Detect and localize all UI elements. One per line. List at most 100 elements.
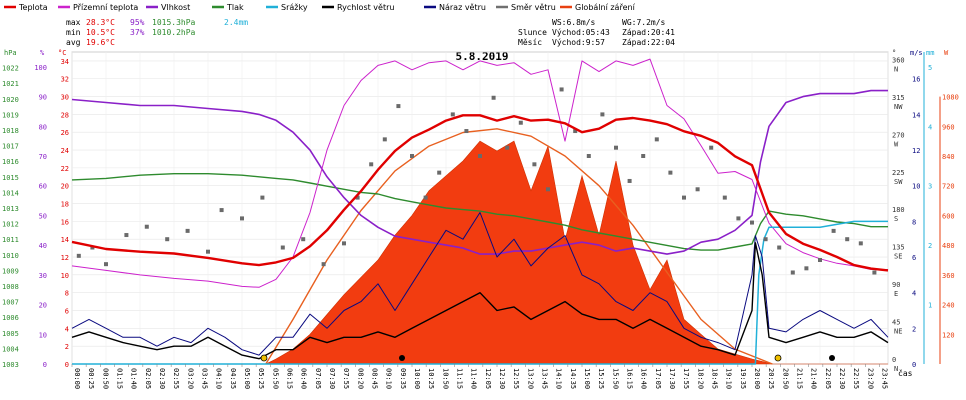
sun-label: Slunce: [518, 28, 547, 37]
moonrise-marker: [399, 355, 405, 361]
wind-dir-point: [464, 129, 469, 134]
x-tick-label: 12:05: [484, 368, 492, 389]
axis-hpa-label: hPa: [4, 49, 17, 57]
stat-max-temp: 28.3°C: [86, 18, 115, 27]
wind-dir-point: [586, 154, 591, 158]
tick-temp: 20: [61, 183, 69, 191]
tick-temp: 8: [65, 290, 69, 298]
x-tick-label: 02:30: [158, 368, 166, 389]
wind-dir-point: [682, 195, 686, 200]
legend-label-2: Vlhkost: [161, 3, 190, 12]
tick-hpa: 1016: [2, 158, 19, 166]
moon-set: Západ:22:04: [622, 38, 675, 47]
tick-ms: 2: [912, 325, 916, 333]
tick-mm: 2: [928, 242, 932, 250]
temperature-line: [71, 114, 889, 272]
x-tick-label: 15:25: [597, 368, 605, 389]
wind-dir-point: [280, 245, 285, 250]
wind-dir-point: [573, 129, 578, 134]
tick-dir-name: SW: [894, 178, 903, 186]
tick-hpa: 1014: [2, 189, 19, 197]
tick-temp: 12: [61, 254, 69, 262]
x-tick-label: 17:05: [654, 368, 662, 389]
stat-min-hum: 37%: [130, 28, 145, 37]
wind-dir-point: [763, 237, 768, 242]
tick-dir: 315: [892, 94, 905, 102]
x-tick-label: 10:00: [413, 368, 421, 389]
x-tick-label: 15:50: [611, 368, 619, 389]
plot-area: [71, 58, 889, 365]
x-tick-label: 12:55: [512, 368, 520, 389]
legend-label-8: Globální záření: [575, 3, 636, 12]
x-tick-label: 01:15: [116, 368, 124, 389]
tick-ms: 14: [912, 111, 920, 119]
stat-avg-label: avg: [66, 38, 81, 47]
wind-dir-point: [260, 195, 265, 200]
legend-label-0: Teplota: [18, 3, 48, 12]
tick-pct: 40: [39, 242, 47, 250]
tick-ms: 16: [912, 76, 920, 84]
x-tick-label: 07:55: [342, 368, 350, 389]
tick-dir-name: N: [894, 365, 898, 373]
tick-wm2: 840: [942, 153, 955, 161]
tick-dir: 225: [892, 169, 905, 177]
chart-title: 5.8.2019: [456, 50, 509, 63]
wind-dir-point: [219, 208, 224, 213]
legend-label-1: Přízemní teplota: [73, 3, 138, 12]
tick-dir-name: NW: [894, 103, 903, 111]
stat-min-temp: 10.5°C: [86, 28, 115, 37]
moon-rise: Východ:9:57: [552, 38, 605, 47]
x-tick-label: 01:40: [130, 368, 138, 389]
x-tick-label: 03:20: [186, 368, 194, 389]
x-tick-label: 13:20: [526, 368, 534, 389]
wind-dir-point: [695, 187, 700, 192]
x-tick-label: 19:10: [725, 368, 733, 389]
x-tick-label: 22:05: [824, 368, 832, 389]
wind-dir-point: [777, 245, 782, 250]
x-tick-label: 05:50: [271, 368, 279, 389]
tick-pct: 0: [43, 361, 47, 369]
tick-mm: 1: [928, 302, 932, 310]
x-tick-label: 06:40: [300, 368, 308, 389]
wind-dir-point: [144, 224, 149, 229]
tick-temp: 6: [65, 308, 69, 316]
wind-gust-line: [71, 212, 889, 356]
ground-temp-line: [71, 58, 888, 288]
tick-pct: 30: [39, 272, 47, 280]
tick-dir: 360: [892, 56, 905, 64]
tick-hpa: 1022: [2, 65, 19, 73]
axis-dir-label: °: [892, 49, 896, 57]
tick-temp: 16: [61, 218, 69, 226]
wind-dir-point: [124, 233, 129, 238]
wind-dir-point: [804, 266, 809, 271]
moon-label: Měsíc: [518, 38, 542, 47]
wind-dir-point: [872, 270, 877, 275]
wind-ws: WS:6.8m/s: [552, 18, 596, 27]
sun-rise: Východ:05:43: [552, 28, 610, 37]
tick-pct: 10: [39, 331, 47, 339]
stats-panel: max 28.3°C 95% 1015.3hPa 2.4mm min 10.5°…: [66, 18, 248, 47]
x-tick-label: 16:15: [626, 368, 634, 389]
x-tick-label: 21:40: [810, 368, 818, 389]
tick-wm2: 1080: [942, 94, 959, 102]
wind-dir-point: [423, 195, 428, 200]
legend-label-4: Srážky: [281, 3, 308, 12]
tick-wm2: 360: [942, 272, 955, 280]
tick-temp: 18: [61, 201, 69, 209]
humidity-line: [71, 89, 888, 255]
wind-dir-point: [818, 258, 822, 262]
x-tick-label: 21:15: [796, 368, 804, 389]
tick-temp: 22: [61, 165, 69, 173]
tick-ms: 6: [912, 254, 916, 262]
wind-dir-point: [790, 270, 795, 275]
tick-ms: 10: [912, 183, 920, 191]
wind-dir-point: [491, 95, 496, 100]
wind-dir-point: [437, 170, 442, 175]
tick-temp: 4: [65, 325, 69, 333]
x-tick-label: 17:30: [668, 368, 676, 389]
axis-pct-label: %: [40, 49, 45, 57]
wind-dir-point: [206, 249, 210, 254]
x-tick-label: 03:45: [201, 368, 209, 389]
wind-dir-point: [240, 216, 244, 221]
x-tick-label: 05:25: [257, 368, 265, 389]
